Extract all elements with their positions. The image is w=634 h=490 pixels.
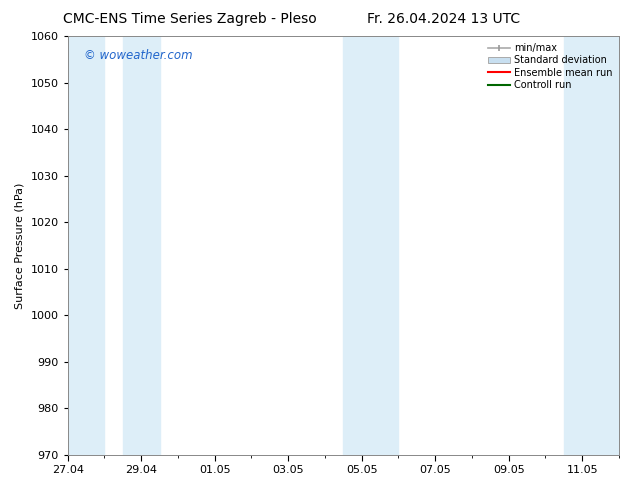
Bar bbox=[123, 36, 160, 455]
Bar bbox=[68, 36, 105, 455]
Bar bbox=[344, 36, 399, 455]
Legend: min/max, Standard deviation, Ensemble mean run, Controll run: min/max, Standard deviation, Ensemble me… bbox=[486, 41, 614, 92]
Bar bbox=[564, 36, 619, 455]
Y-axis label: Surface Pressure (hPa): Surface Pressure (hPa) bbox=[15, 182, 25, 309]
Text: Fr. 26.04.2024 13 UTC: Fr. 26.04.2024 13 UTC bbox=[367, 12, 521, 26]
Text: CMC-ENS Time Series Zagreb - Pleso: CMC-ENS Time Series Zagreb - Pleso bbox=[63, 12, 317, 26]
Text: © woweather.com: © woweather.com bbox=[84, 49, 193, 62]
